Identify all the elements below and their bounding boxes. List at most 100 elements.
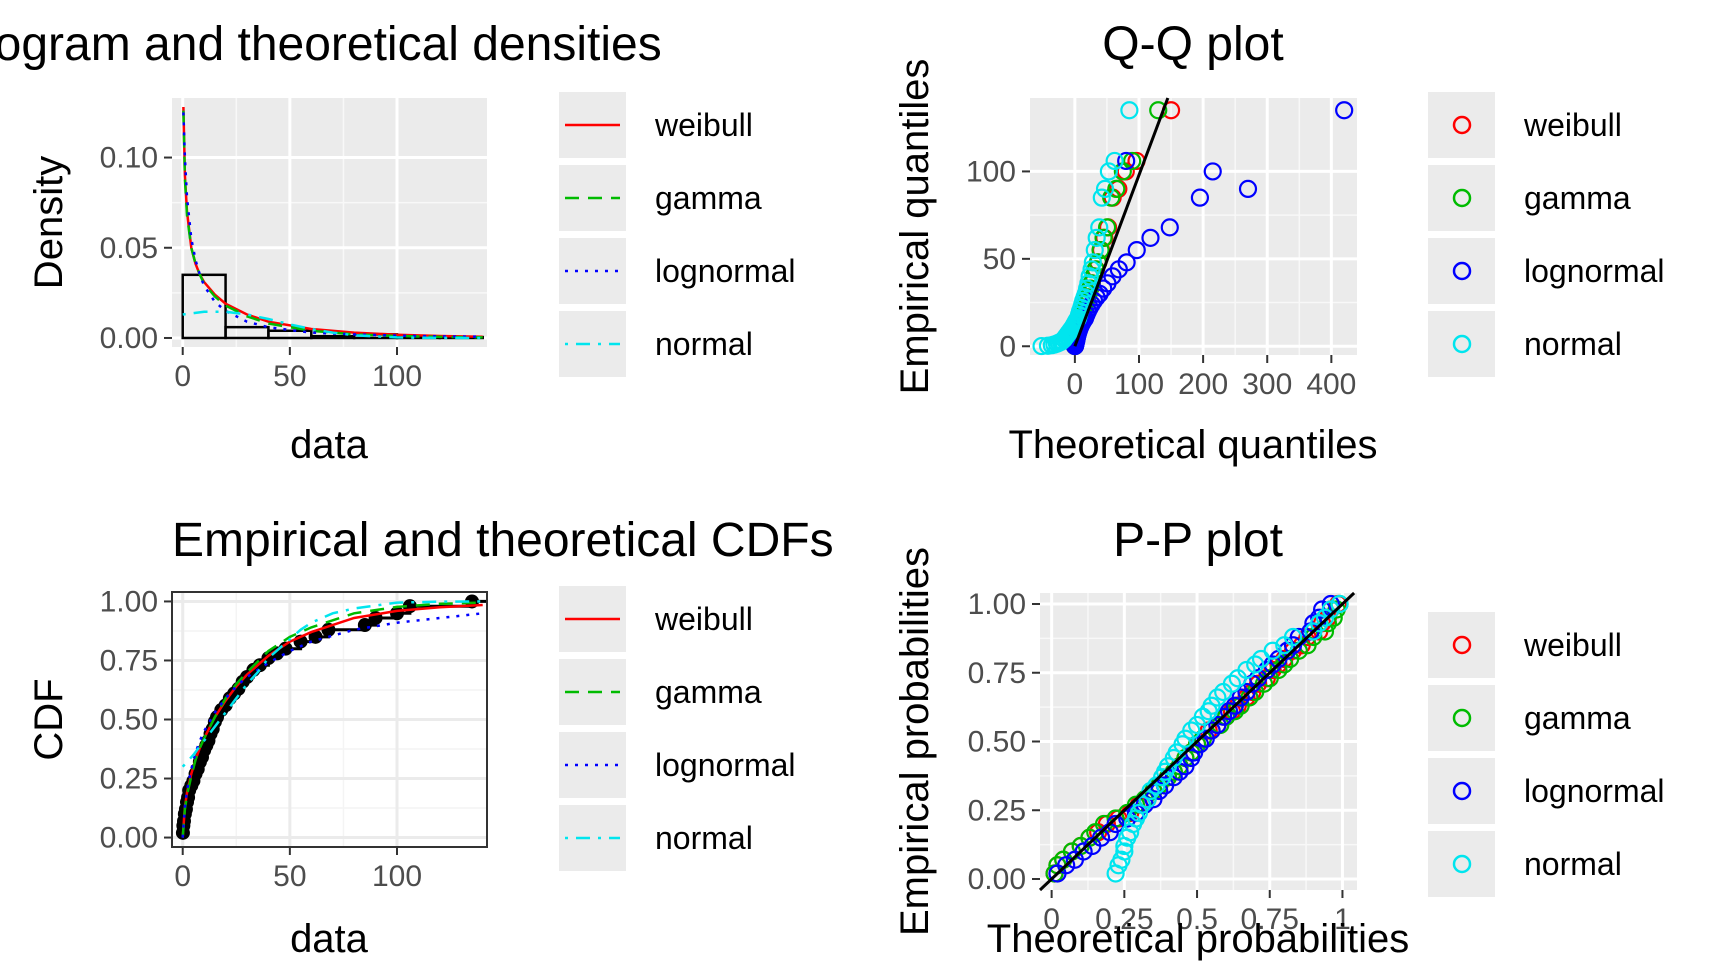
- pp-point-gamma: [1269, 660, 1288, 680]
- qq-panel: 0 100 200 300 400 0 50 100 Q-Q plot Theoretical q…: [893, 18, 1665, 467]
- pp-point-normal: [1222, 674, 1242, 693]
- qq-point-gamma: [1097, 218, 1117, 237]
- qq-point-lognormal: [1160, 218, 1179, 237]
- x-tick-label: 100: [372, 860, 422, 893]
- cdf-curve-normal: [181, 600, 483, 768]
- legend-label-normal: normal: [655, 326, 753, 362]
- qq-point-normal: [1079, 274, 1098, 293]
- chart-title: Histogram and theoretical densities: [0, 18, 662, 71]
- qq-point-lognormal: [1141, 228, 1160, 247]
- x-tick-label: 0.25: [1095, 903, 1153, 936]
- cdf-panel: 0 50 100 0.00 0.25 0.50 0.75 1.00 data CDF weibull…: [27, 500, 896, 961]
- legend-key-weibull: [1452, 635, 1472, 655]
- qq-point-lognormal: [1203, 162, 1222, 181]
- legend-label-weibull: weibull: [1523, 627, 1622, 663]
- pp-point-gamma: [1275, 655, 1294, 674]
- density-curve-lognormal: [182, 112, 483, 338]
- pp-point-normal: [1208, 688, 1227, 707]
- y-tick-label: 0.25: [100, 763, 158, 796]
- chart-title: Q-Q plot: [1102, 18, 1283, 71]
- legend-key-background: [1428, 831, 1495, 897]
- legend-key-weibull: [1452, 115, 1472, 135]
- y-tick-label: 1.00: [968, 588, 1026, 621]
- y-tick-label: 0.05: [100, 232, 158, 265]
- plot-area: [1038, 591, 1356, 892]
- legend-key-normal: [1452, 854, 1472, 874]
- x-tick-label: 0: [1043, 903, 1060, 936]
- legend-label-weibull: weibull: [1523, 107, 1622, 143]
- plot-area: [1032, 97, 1354, 356]
- x-tick-label: 0: [174, 860, 191, 893]
- qq-point-lognormal: [1127, 241, 1146, 260]
- legend-label-normal: normal: [1524, 846, 1622, 882]
- y-tick-label: 0: [999, 330, 1016, 363]
- histogram-bar: [224, 325, 270, 340]
- legend-key-background: [559, 732, 626, 798]
- qq-point-lognormal: [1190, 188, 1210, 207]
- plot-area: [175, 594, 487, 840]
- pp-point-normal: [1129, 803, 1148, 823]
- pp-panel: 0 0.25 0.5 0.75 1 0.00 0.25 0.50 0.75 1.00 P-P plo…: [893, 514, 1665, 961]
- qq-point-normal: [1080, 267, 1099, 286]
- y-axis-label: Empirical quantiles: [893, 59, 937, 395]
- qq-point-lognormal: [1335, 101, 1354, 120]
- x-tick-label: 300: [1242, 368, 1292, 401]
- x-tick-label: 0.75: [1241, 903, 1299, 936]
- y-axis-label: CDF: [27, 678, 71, 760]
- qq-point-normal: [1092, 188, 1111, 207]
- pp-point-normal: [1263, 641, 1282, 660]
- pp-reference-line: [1038, 591, 1356, 892]
- legend-label-gamma: gamma: [655, 180, 762, 216]
- x-tick-label: 1: [1334, 903, 1351, 936]
- pp-point-normal: [1310, 614, 1329, 633]
- panel-border: [171, 591, 488, 848]
- empirical-cdf-point: [278, 641, 293, 656]
- qq-point-normal: [1090, 218, 1109, 237]
- y-tick-label: 0.50: [100, 704, 158, 737]
- pp-point-gamma: [1254, 674, 1274, 693]
- y-tick-label: 50: [983, 243, 1016, 276]
- x-tick-label: 400: [1306, 368, 1356, 401]
- x-tick-label: 100: [1114, 368, 1164, 401]
- x-axis-label: data: [290, 917, 369, 961]
- legend-key-background: [1428, 612, 1495, 678]
- pp-point-normal: [1141, 781, 1160, 801]
- legend-key-background: [1428, 238, 1495, 304]
- y-tick-label: 0.75: [968, 657, 1026, 690]
- y-tick-label: 0.00: [100, 322, 158, 355]
- qq-point-normal: [1120, 101, 1139, 120]
- legend-key-gamma: [1452, 188, 1472, 208]
- legend-label-weibull: weibull: [654, 107, 753, 143]
- legend-key-lognormal: [1452, 261, 1472, 281]
- qq-point-gamma: [1123, 151, 1142, 171]
- qq-reference-line: [1073, 97, 1170, 347]
- qq-point-normal: [1095, 179, 1115, 199]
- pp-point-lognormal: [1257, 660, 1276, 680]
- qq-point-lognormal: [1117, 253, 1136, 272]
- legend-key-background: [1428, 758, 1495, 824]
- qq-point-normal: [1083, 253, 1102, 272]
- pp-point-normal: [1112, 850, 1131, 869]
- qq-point-gamma: [1107, 179, 1126, 199]
- density-panel: 0 50 100 0.00 0.05 0.10 Histogram and theoreti…: [0, 18, 796, 467]
- qq-point-normal: [1087, 228, 1106, 247]
- pp-point-normal: [1138, 790, 1157, 809]
- y-tick-label: 0.00: [968, 863, 1026, 896]
- y-tick-label: 1.00: [100, 585, 158, 618]
- legend-label-lognormal: lognormal: [655, 747, 796, 783]
- qq-point-normal: [1085, 241, 1104, 260]
- legend-key-background: [559, 238, 626, 304]
- chart-title: Empirical and theoretical CDFs: [172, 514, 834, 567]
- legend-key-normal: [1452, 334, 1472, 354]
- y-tick-label: 0.75: [100, 644, 158, 677]
- legend-key-lognormal: [1452, 781, 1472, 801]
- x-tick-label: 0: [1067, 368, 1084, 401]
- x-tick-label: 100: [372, 360, 422, 393]
- qq-point-normal: [1099, 162, 1118, 181]
- y-tick-label: 100: [966, 155, 1016, 188]
- pp-point-normal: [1246, 655, 1265, 674]
- x-axis-label: Theoretical quantiles: [1008, 423, 1377, 467]
- plot-area: [181, 106, 484, 340]
- qq-point-gamma: [1149, 101, 1168, 120]
- pp-point-lognormal: [1219, 702, 1239, 721]
